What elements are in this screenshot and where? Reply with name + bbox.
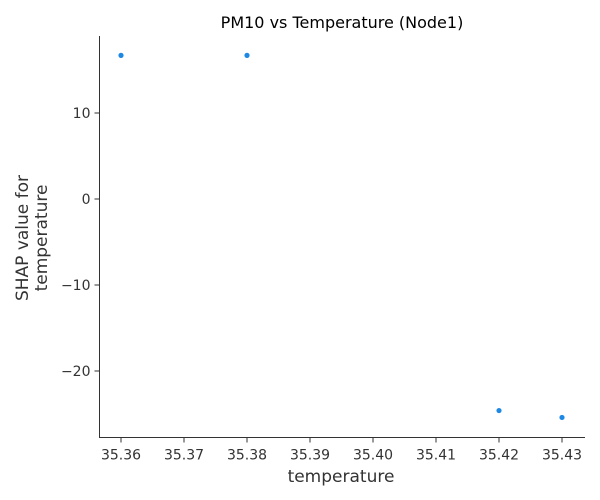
x-axis-label: temperature xyxy=(288,467,395,487)
y-tick-label: −10 xyxy=(61,278,91,294)
x-tick-label: 35.38 xyxy=(227,448,267,464)
x-axis-ticks: 35.36 35.37 35.38 35.39 35.40 35.41 35.42 35.43 xyxy=(101,437,582,464)
data-point xyxy=(496,407,502,414)
x-tick-label: 35.43 xyxy=(542,448,582,464)
y-axis-ticks: 10 0 −10 −20 xyxy=(61,106,100,380)
x-tick-label: 35.42 xyxy=(479,448,519,464)
data-point xyxy=(559,414,565,421)
x-tick-label: 35.36 xyxy=(101,448,141,464)
y-axis-label-line-2: temperature xyxy=(32,185,52,292)
y-axis-label-line-1: SHAP value for xyxy=(13,175,33,301)
x-tick-label: 35.40 xyxy=(353,448,393,464)
x-tick-label: 35.37 xyxy=(164,448,204,464)
data-points xyxy=(118,52,565,421)
y-axis-label: SHAP value for temperature xyxy=(13,175,52,301)
data-point xyxy=(118,52,124,58)
y-tick-label: 10 xyxy=(73,106,91,122)
x-tick-label: 35.41 xyxy=(416,448,456,464)
data-point xyxy=(244,52,250,58)
chart-title: PM10 vs Temperature (Node1) xyxy=(221,13,464,32)
x-tick-label: 35.39 xyxy=(290,448,330,464)
y-tick-label: 0 xyxy=(82,192,91,208)
y-tick-label: −20 xyxy=(61,364,91,380)
